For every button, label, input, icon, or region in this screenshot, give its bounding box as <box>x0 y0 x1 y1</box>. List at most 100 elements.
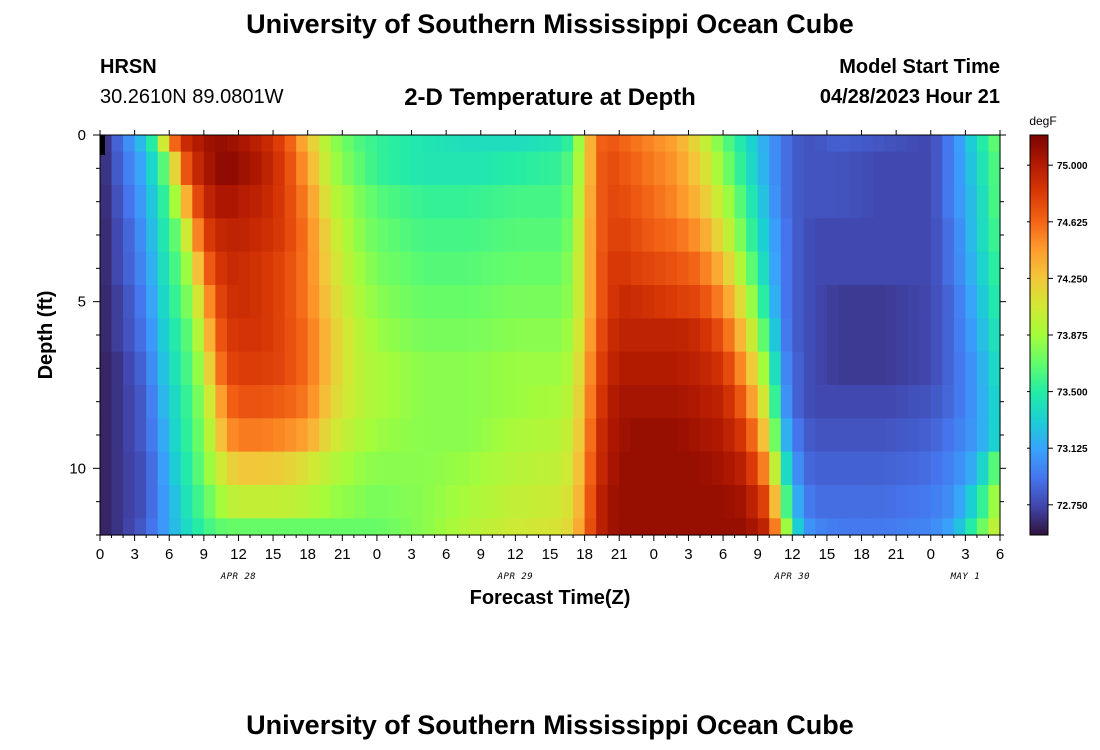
heatmap-cell <box>469 218 482 253</box>
heatmap-cell <box>342 285 355 319</box>
heatmap-cell <box>492 385 505 419</box>
heatmap-cell <box>273 135 286 153</box>
heatmap-cell <box>423 485 436 519</box>
y-axis: 0 5 10 <box>69 127 1006 536</box>
heatmap-cell <box>734 318 747 353</box>
heatmap-cell <box>780 218 793 253</box>
heatmap-cell <box>492 351 505 386</box>
heatmap-cell <box>988 418 1001 453</box>
heatmap-cell <box>907 218 920 253</box>
heatmap-cell <box>861 385 874 419</box>
heatmap-cell <box>503 185 516 219</box>
heatmap-cell <box>792 485 805 519</box>
heatmap-cell <box>388 351 401 386</box>
heatmap-cell <box>965 451 978 486</box>
heatmap-cell <box>734 418 747 453</box>
heatmap-cell <box>330 518 343 536</box>
heatmap-cell <box>976 218 990 253</box>
heatmap-cell <box>526 318 540 353</box>
heatmap-cell <box>711 135 724 153</box>
heatmap-cell <box>746 451 759 486</box>
heatmap-cell <box>261 418 274 453</box>
heatmap-cell <box>953 485 966 519</box>
heatmap-cell <box>723 285 736 319</box>
heatmap-cell <box>630 418 643 453</box>
heatmap-cell <box>226 185 240 219</box>
heatmap-cell <box>146 485 159 519</box>
heatmap-cell <box>884 135 897 153</box>
heatmap-cell <box>746 251 759 286</box>
heatmap-cell <box>665 218 678 253</box>
heatmap-cell <box>446 385 459 419</box>
heatmap-cell <box>676 485 690 519</box>
heatmap-cell <box>619 135 632 153</box>
heatmap-cell <box>480 351 493 386</box>
heatmap-cell <box>457 451 470 486</box>
heatmap-cell <box>561 385 574 419</box>
heatmap-cell <box>896 135 909 153</box>
heatmap-cell <box>550 251 563 286</box>
heatmap-cell <box>100 218 113 253</box>
heatmap-cell <box>861 185 874 219</box>
heatmap-cell <box>307 451 320 486</box>
heatmap-cell <box>446 351 459 386</box>
heatmap-cell <box>169 351 182 386</box>
heatmap-cell <box>965 385 978 419</box>
heatmap-cell <box>434 351 447 386</box>
heatmap-cell <box>250 285 263 319</box>
heatmap-cell <box>700 185 713 219</box>
heatmap-cell <box>642 451 655 486</box>
heatmap-cell <box>100 151 113 186</box>
heatmap-cell <box>146 385 159 419</box>
heatmap-cell <box>757 351 770 386</box>
heatmap-cell <box>492 451 505 486</box>
heatmap-cell <box>965 285 978 319</box>
heatmap-cell <box>238 285 251 319</box>
heatmap-cell <box>803 251 816 286</box>
heatmap-cell <box>480 518 493 536</box>
heatmap-cell <box>469 251 482 286</box>
heatmap-cell <box>238 451 251 486</box>
heatmap-cell <box>676 151 690 186</box>
heatmap-cell <box>180 251 193 286</box>
heatmap-cell <box>411 485 424 519</box>
heatmap-cell <box>573 285 586 319</box>
heatmap-cell <box>192 218 205 253</box>
heatmap-cell <box>919 318 932 353</box>
heatmap-cell <box>907 351 920 386</box>
heatmap-cell <box>538 518 551 536</box>
heatmap-cell <box>423 518 436 536</box>
heatmap-cell <box>561 135 574 153</box>
heatmap-cell <box>619 218 632 253</box>
heatmap-cell <box>550 135 563 153</box>
heatmap-cell <box>803 285 816 319</box>
heatmap-cell <box>769 351 782 386</box>
heatmap-cell <box>550 518 563 536</box>
heatmap-cell <box>319 251 332 286</box>
heatmap-cell <box>907 151 920 186</box>
heatmap-cell <box>976 185 990 219</box>
heatmap-cell <box>884 151 897 186</box>
x-tick-label: 0 <box>373 546 381 563</box>
x-tick-label: 21 <box>888 546 905 563</box>
heatmap-cell <box>757 135 770 153</box>
heatmap-cell <box>238 351 251 386</box>
heatmap-cell <box>561 185 574 219</box>
heatmap-cell <box>111 151 124 186</box>
colorbar-tick-label: 72.750 <box>1057 501 1088 512</box>
heatmap-cell <box>850 485 863 519</box>
heatmap-cell <box>792 135 805 153</box>
heatmap-cell <box>215 418 228 453</box>
heatmap-cell <box>123 251 136 286</box>
heatmap-cell <box>676 218 690 253</box>
heatmap-cell <box>803 135 816 153</box>
heatmap-cell <box>376 251 390 286</box>
heatmap-cell <box>838 218 851 253</box>
heatmap-cell <box>861 485 874 519</box>
heatmap-cell <box>746 218 759 253</box>
heatmap-cell <box>642 385 655 419</box>
heatmap-cell <box>757 485 770 519</box>
heatmap-cell <box>273 385 286 419</box>
heatmap-cell <box>815 218 828 253</box>
heatmap-cell <box>342 251 355 286</box>
